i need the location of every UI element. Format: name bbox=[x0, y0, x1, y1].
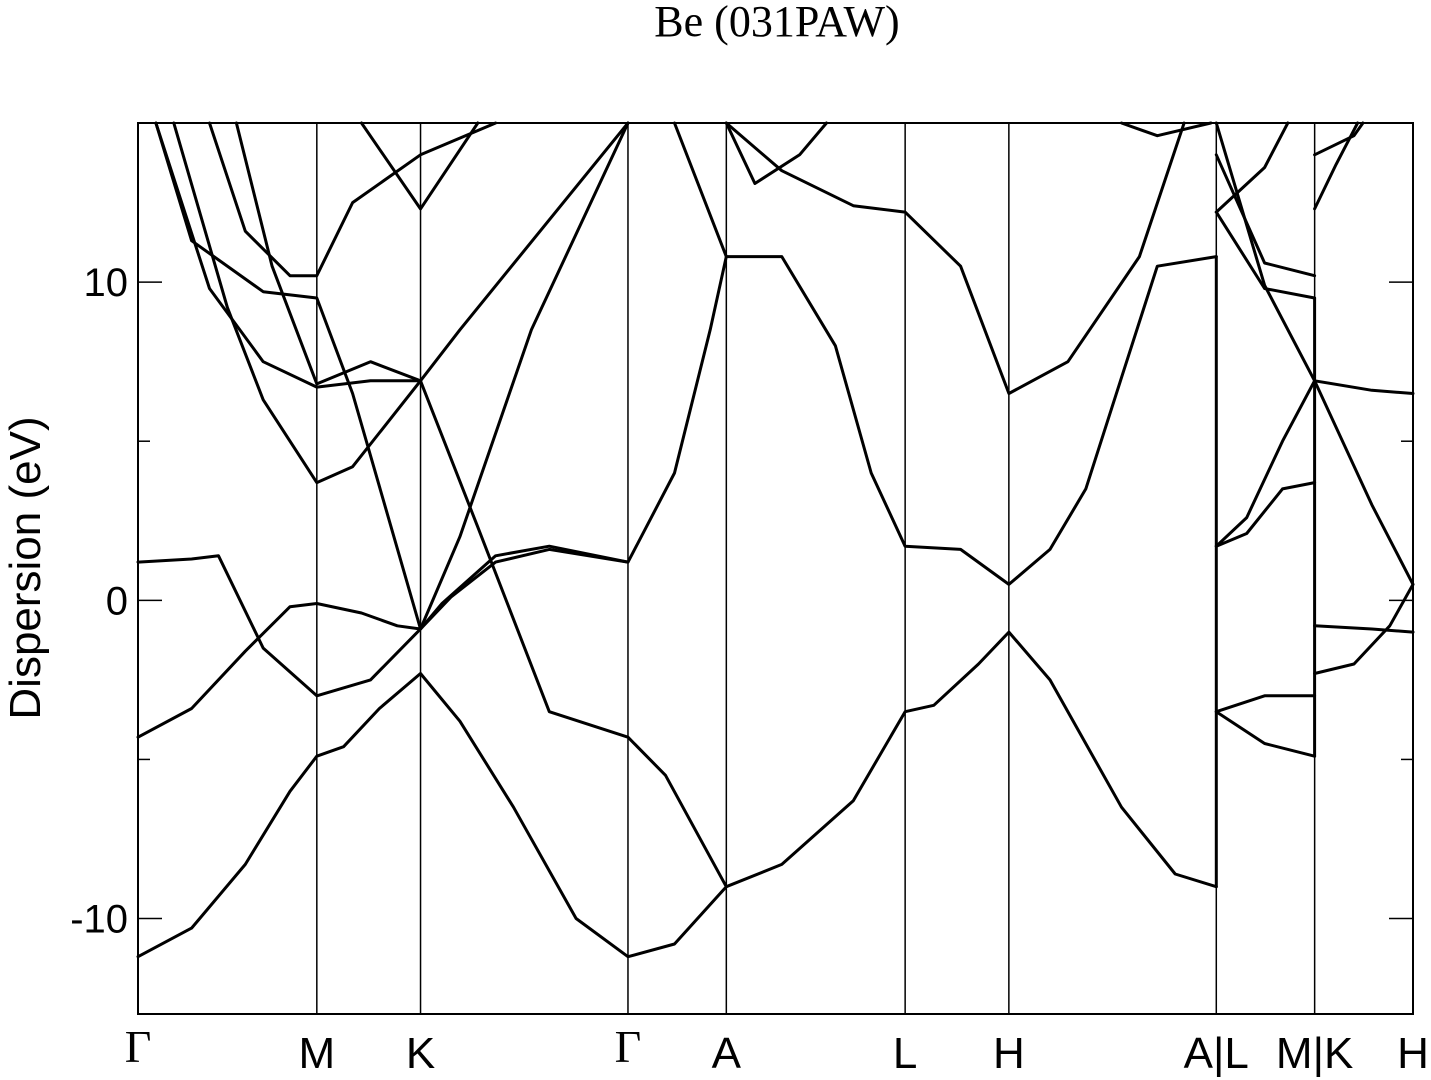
y-axis-ticks: -10 0 10 bbox=[70, 261, 1413, 942]
band-25 bbox=[1313, 582, 1415, 675]
kpoint-label: Γ bbox=[125, 1021, 152, 1072]
kpoint-label: K bbox=[406, 1029, 435, 1078]
y-tick-label: 0 bbox=[106, 579, 128, 623]
band-19 bbox=[1214, 153, 1317, 278]
kpoint-label: L bbox=[893, 1029, 917, 1078]
band-6 bbox=[154, 121, 630, 631]
band-20 bbox=[1214, 121, 1317, 383]
band-8 bbox=[172, 121, 630, 485]
band-1 bbox=[136, 630, 1218, 959]
kpoint-label: H bbox=[993, 1029, 1025, 1078]
y-tick-label: -10 bbox=[70, 898, 128, 942]
band-7 bbox=[234, 121, 728, 889]
band-15 bbox=[1214, 481, 1317, 548]
chart-title: Be (031PAW) bbox=[654, 0, 899, 46]
band-2 bbox=[136, 255, 1218, 739]
kpoint-label: A bbox=[712, 1029, 742, 1078]
kpoint-label: Γ bbox=[615, 1021, 642, 1072]
band-lines bbox=[136, 121, 1415, 959]
kpoint-label: M bbox=[298, 1029, 335, 1078]
band-26 bbox=[1313, 624, 1415, 634]
band-5 bbox=[208, 121, 498, 278]
band-10 bbox=[673, 121, 728, 259]
band-22 bbox=[1214, 694, 1317, 714]
kpoint-lines bbox=[316, 123, 1316, 1014]
band-18 bbox=[1214, 121, 1290, 214]
band-24 bbox=[1313, 379, 1415, 395]
band-13 bbox=[1120, 121, 1213, 138]
kpoint-label: A|L bbox=[1184, 1029, 1249, 1078]
plot-frame bbox=[137, 122, 1414, 1015]
band-11 bbox=[724, 121, 828, 185]
kpoint-labels: Γ M K Γ A L H A|L M|K H bbox=[125, 1021, 1429, 1078]
band-29 bbox=[1313, 121, 1365, 157]
band-21 bbox=[1214, 710, 1317, 758]
band-16 bbox=[1214, 379, 1317, 548]
band-12 bbox=[724, 121, 1186, 395]
kpoint-label: H bbox=[1397, 1029, 1429, 1078]
band-3 bbox=[136, 544, 630, 698]
band-9 bbox=[360, 121, 480, 211]
kpoint-label: M|K bbox=[1276, 1029, 1353, 1078]
y-axis-label: Dispersion (eV) bbox=[1, 416, 50, 719]
band-27 bbox=[1313, 379, 1415, 586]
band-4 bbox=[154, 121, 422, 389]
y-tick-label: 10 bbox=[84, 261, 129, 305]
